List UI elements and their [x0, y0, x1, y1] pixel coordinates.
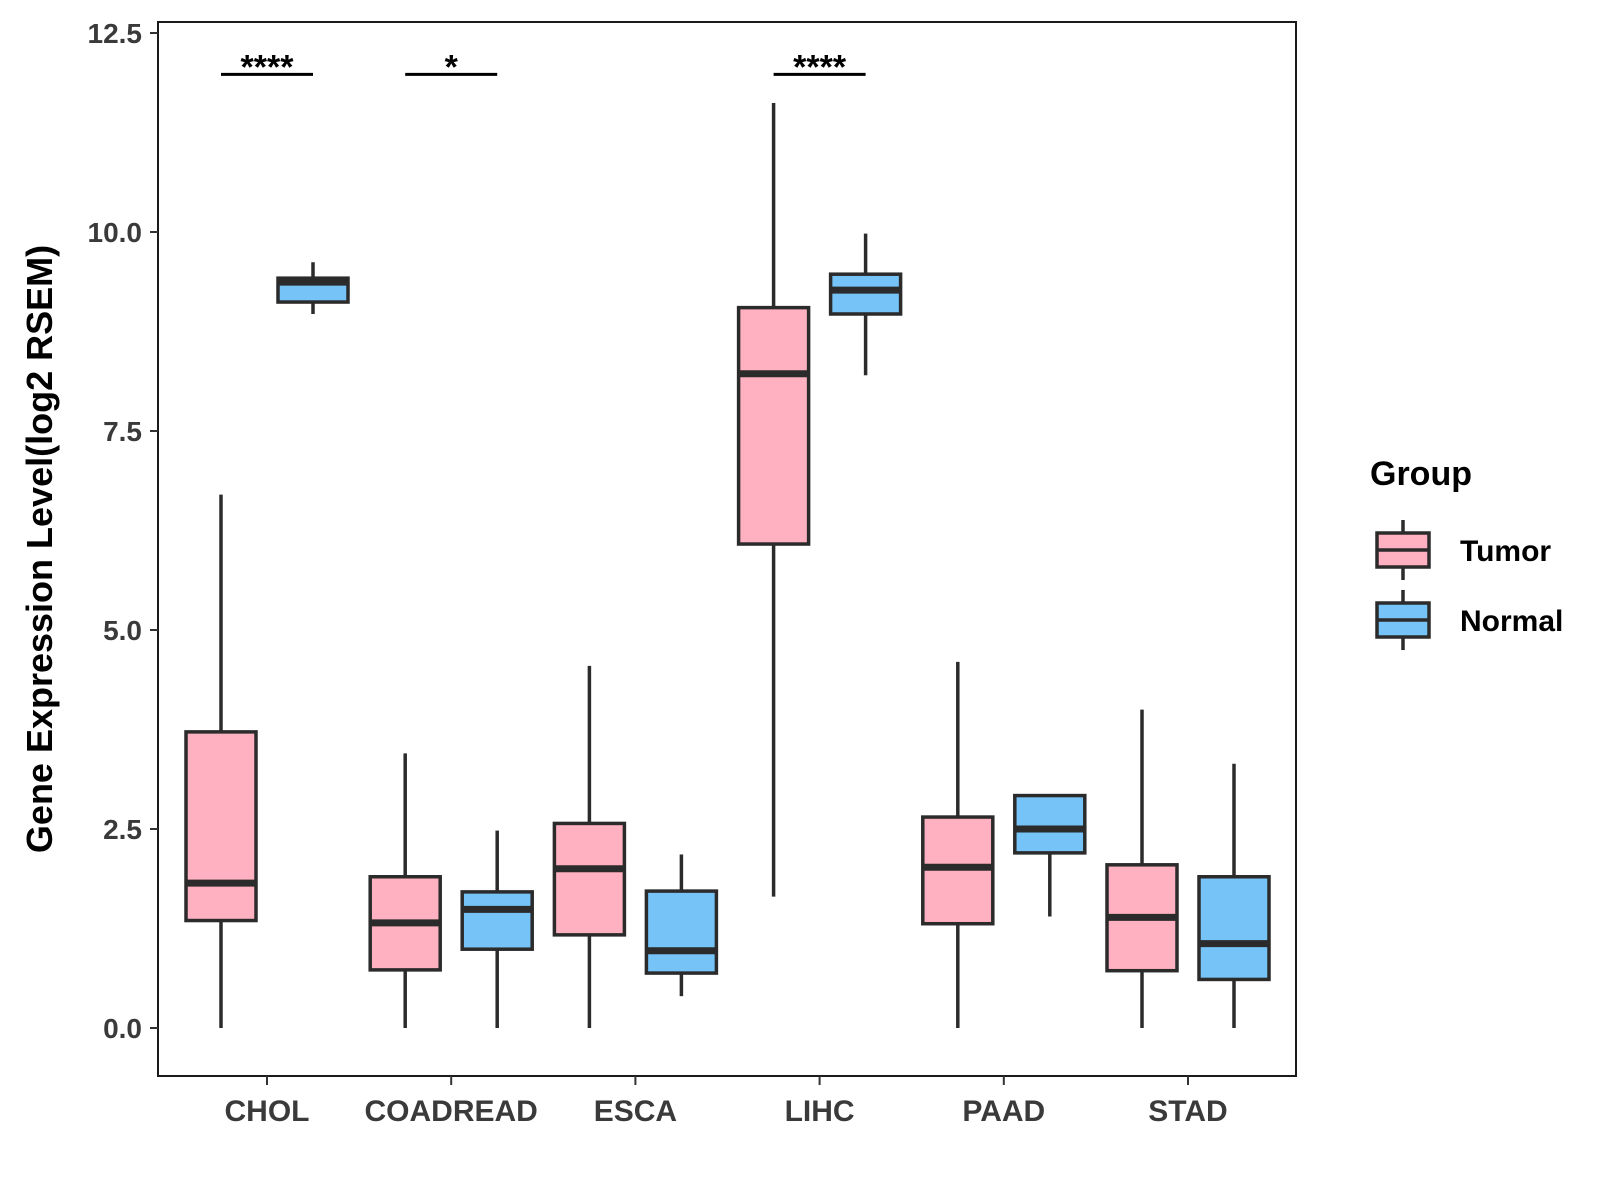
- significance-lihc: ****: [773, 48, 866, 86]
- legend-entries: Tumor Normal: [1375, 520, 1563, 650]
- panel-border: [157, 21, 1297, 1077]
- box-normal-esca: [644, 854, 719, 997]
- box-body: [1197, 875, 1271, 982]
- significance-chol: ****: [221, 48, 313, 86]
- x-tick-label-esca: ESCA: [594, 1095, 677, 1128]
- legend-title: Group: [1370, 455, 1472, 493]
- box-body: [1013, 793, 1087, 855]
- box-tumor-esca: [552, 665, 627, 1028]
- y-tick-label: 2.5: [103, 814, 142, 845]
- x-tick-label-coadread: COADREAD: [365, 1095, 538, 1128]
- y-axis-title: Gene Expression Level(log2 RSEM): [19, 245, 60, 853]
- significance-label: ****: [241, 48, 295, 86]
- significance-label: *: [445, 48, 459, 86]
- x-tick-label-lihc: LIHC: [785, 1095, 855, 1128]
- box-normal-lihc: [828, 233, 903, 376]
- y-axis: 0.0 2.5 5.0 7.5 10.0 12.5: [88, 18, 158, 1044]
- legend-label: Normal: [1460, 605, 1563, 638]
- box-body: [736, 305, 811, 546]
- box-normal-stad: [1197, 763, 1271, 1028]
- box-body: [644, 889, 719, 975]
- legend: Group Tumor Normal: [1370, 455, 1563, 650]
- y-tick-label: 0.0: [103, 1013, 142, 1044]
- box-tumor-coadread: [368, 753, 442, 1028]
- box-body: [552, 821, 627, 937]
- legend-item-normal: Normal: [1375, 590, 1563, 650]
- significance-label: ****: [793, 48, 847, 86]
- box-tumor-lihc: [736, 103, 811, 897]
- box-tumor-paad: [921, 661, 995, 1028]
- box-normal-paad: [1013, 793, 1087, 917]
- y-tick-label: 12.5: [88, 18, 143, 49]
- box-tumor-chol: [184, 494, 258, 1028]
- significance-coadread: *: [405, 48, 498, 86]
- y-tick-label: 10.0: [88, 217, 143, 248]
- x-tick-label-chol: CHOL: [225, 1095, 310, 1128]
- legend-item-tumor: Tumor: [1375, 520, 1551, 580]
- x-tick-label-paad: PAAD: [962, 1095, 1045, 1128]
- box-normal-coadread: [460, 830, 534, 1028]
- box-body: [828, 272, 903, 316]
- box-body: [460, 890, 534, 951]
- x-tick-label-stad: STAD: [1148, 1095, 1227, 1128]
- box-body: [184, 730, 258, 923]
- y-tick-label: 7.5: [103, 416, 142, 447]
- x-axis: CHOL COADREAD ESCA LIHC PAAD STAD: [225, 1076, 1228, 1128]
- plot-area: **** * ****: [184, 48, 1271, 1028]
- y-tick-label: 5.0: [103, 615, 142, 646]
- box-tumor-stad: [1105, 709, 1179, 1028]
- box-normal-chol: [276, 262, 350, 314]
- legend-label: Tumor: [1460, 535, 1551, 568]
